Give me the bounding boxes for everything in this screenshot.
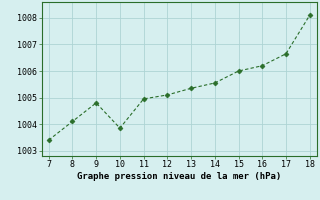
X-axis label: Graphe pression niveau de la mer (hPa): Graphe pression niveau de la mer (hPa) [77, 172, 281, 181]
